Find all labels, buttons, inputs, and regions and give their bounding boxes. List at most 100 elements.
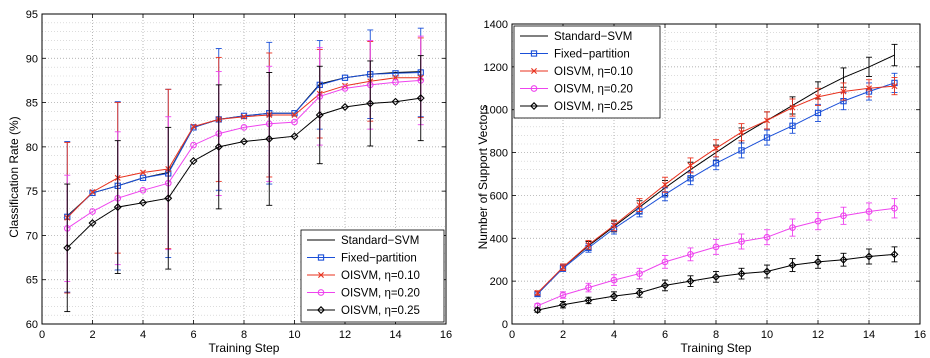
data-point [290,132,299,141]
x-tick-label: 16 [440,329,452,341]
classification-rate-chart: Classification Rate (%) Training Step 0 2… [7,9,452,355]
x-tick-label: 8 [713,329,719,341]
y-tick-label: 80 [26,142,38,154]
data-point [560,264,566,271]
y-axis-label: Classification Rate (%) [7,116,21,237]
data-point [190,141,197,149]
x-tick-label: 4 [140,329,146,341]
x-axis-label: Training Step [681,341,752,355]
data-point [317,306,325,314]
data-point [392,78,399,86]
y-tick-label: 70 [26,230,38,242]
data-point [190,123,197,130]
y-tick-label: 85 [26,98,38,110]
data-point [584,296,593,305]
data-point [865,252,873,261]
data-point [763,233,771,241]
data-point [738,238,745,245]
legend-label: Fixed−partition [341,253,417,265]
x-tick-label: 14 [389,329,401,341]
data-point [88,219,97,228]
data-point [139,174,147,182]
legend-label: OISVM, η=0.20 [341,288,420,300]
support-vectors-chart: Number of Support Vectors Training Step … [476,19,926,355]
data-point [788,261,797,270]
y-tick-label: 600 [490,190,508,202]
data-point [814,217,822,225]
y-tick-label: 65 [26,275,38,287]
data-point [241,113,247,120]
x-tick-label: 12 [812,329,824,341]
y-tick-label: 95 [26,9,38,21]
data-point [814,109,822,117]
x-tick-label: 2 [89,329,95,341]
data-point [763,134,771,141]
axes: 0 2 4 6 8 10 12 14 16 0 200 400 600 800 1000 1200 1400 [484,19,927,341]
data-point [713,145,719,152]
data-point [139,198,147,207]
data-point [635,288,644,297]
data-point [661,281,669,290]
series-line [537,207,895,307]
y-tick-label: 800 [490,148,508,160]
legend-label: OISVM, η=0.25 [341,305,420,317]
data-point [530,85,538,92]
legend-label: OISVM, η=0.20 [554,84,633,96]
data-point [636,270,643,277]
data-point [840,88,847,95]
series-line [67,79,421,229]
data-point [611,222,617,229]
legend-label: Fixed−partition [554,49,630,61]
data-point [712,243,720,251]
y-tick-label: 75 [26,186,38,198]
data-point [814,257,822,266]
legend-label: Standard−SVM [554,31,632,43]
data-point [89,208,96,215]
data-point [891,204,898,212]
data-point [585,284,592,291]
data-point [687,251,694,258]
data-point [789,104,796,111]
data-point [530,50,538,57]
legend-label: OISVM, η=0.10 [341,270,420,282]
data-point [240,124,248,131]
data-point [63,243,72,252]
data-point [686,277,695,286]
series-line [66,97,421,249]
data-point [366,99,375,108]
x-tick-label: 10 [761,329,773,341]
data-point [534,289,541,296]
data-point [318,272,324,278]
data-point [764,117,770,124]
legend-label: Standard−SVM [341,235,419,247]
series-4 [63,55,425,313]
series-line [66,72,421,218]
x-tick-label: 10 [288,329,300,341]
x-tick-label: 0 [509,329,515,341]
data-point [392,70,399,77]
data-point [815,93,821,100]
data-point [190,124,197,131]
y-tick-label: 1400 [484,19,508,31]
data-point [530,102,538,110]
series-2 [534,77,898,296]
data-point [865,208,873,215]
data-point [214,142,223,151]
x-tick-label: 8 [241,329,247,341]
data-point [738,129,745,136]
data-point [610,276,618,284]
x-tick-label: 14 [863,329,875,341]
data-point [662,181,668,188]
data-point [317,289,325,296]
legend-label: OISVM, η=0.25 [554,101,633,113]
x-axis-label: Training Step [209,341,280,355]
data-point [113,203,122,212]
data-point [140,169,146,176]
x-tick-label: 0 [39,329,45,341]
legend: Standard−SVM Fixed−partition OISVM, η=0.10… [513,25,661,119]
data-point [559,300,567,309]
data-point [636,202,643,209]
data-point [789,224,796,231]
x-tick-label: 6 [190,329,196,341]
